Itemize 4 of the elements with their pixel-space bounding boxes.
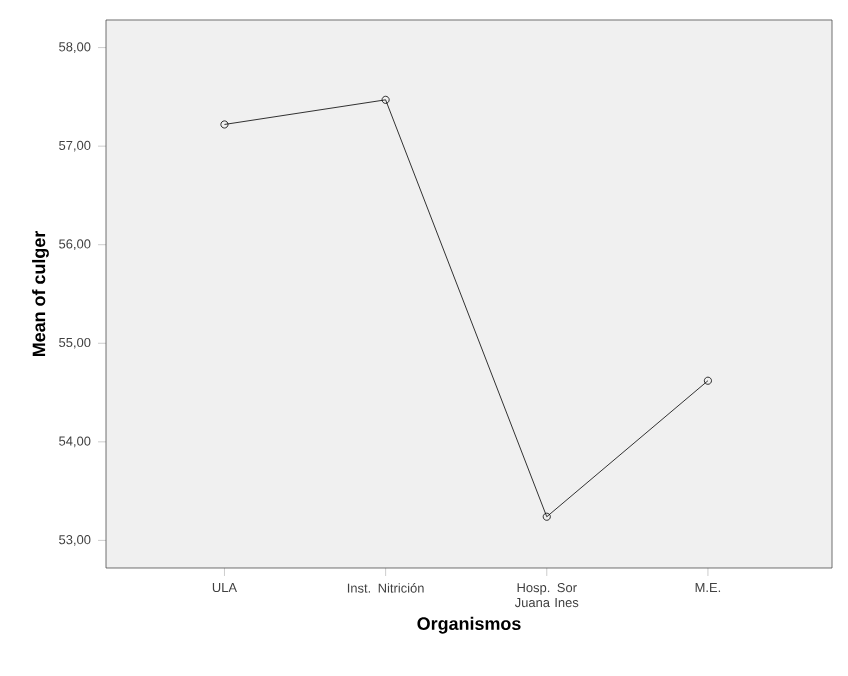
x-axis-title: Organismos: [417, 616, 521, 634]
y-axis-title: Mean of culger: [32, 230, 49, 357]
point: [381, 95, 390, 104]
point: [542, 512, 551, 521]
